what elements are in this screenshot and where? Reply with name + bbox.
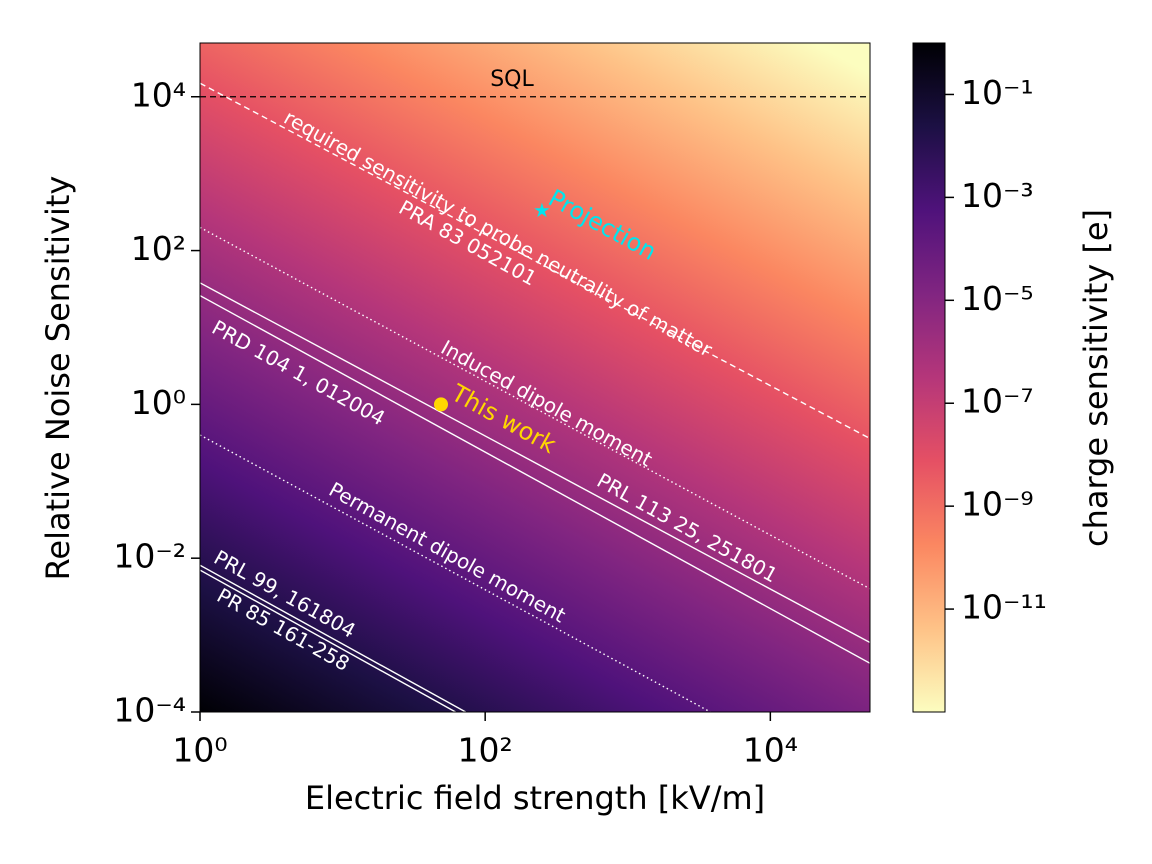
colorbar-tick-label: 10⁻³ [961, 176, 1034, 215]
heatmap [200, 43, 870, 712]
colorbar-tick-label: 10⁻⁷ [961, 382, 1034, 421]
reference-line [200, 294, 870, 664]
y-tick-label: 10⁻⁴ [113, 691, 186, 730]
colorbar-tick-label: 10⁻¹¹ [961, 588, 1047, 627]
y-tick-label: 10⁻² [113, 537, 186, 576]
x-tick-label: 10⁴ [743, 731, 798, 770]
y-tick-label: 10⁰ [131, 383, 186, 422]
reference-line [200, 282, 870, 644]
y-tick-label: 10⁴ [131, 75, 186, 114]
colorbar-tick-label: 10⁻¹ [961, 73, 1034, 112]
plot-frame [199, 42, 871, 713]
colorbar-tick-label: 10⁻⁵ [961, 279, 1034, 318]
colorbar [912, 42, 946, 713]
projection-marker [534, 202, 550, 218]
reference-line [200, 564, 467, 712]
plot-lines [200, 82, 870, 712]
colorbar-label: charge sensitivity [e] [1077, 209, 1115, 547]
reference-line [200, 226, 870, 590]
colorbar-tick-label: 10⁻⁹ [961, 485, 1034, 524]
x-tick-label: 10⁰ [172, 731, 227, 770]
x-axis-label: Electric field strength [kV/m] [305, 779, 765, 817]
point-marker [433, 397, 448, 412]
y-axis-label: Relative Noise Sensitivity [39, 176, 77, 581]
x-tick-label: 10² [458, 731, 513, 770]
annotation: SQL [490, 67, 534, 92]
y-tick-label: 10² [131, 229, 186, 268]
reference-line [200, 82, 870, 440]
reference-line [200, 569, 456, 712]
